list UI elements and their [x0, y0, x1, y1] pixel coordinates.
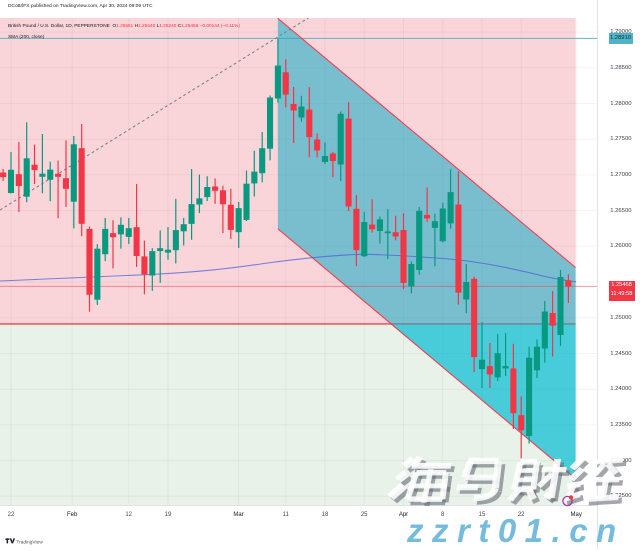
svg-text:TradingView: TradingView: [16, 540, 43, 546]
